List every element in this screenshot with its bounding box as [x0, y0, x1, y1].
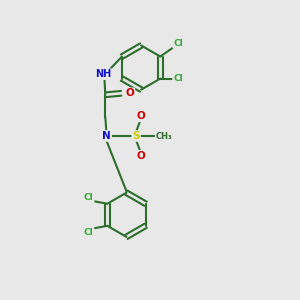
Text: Cl: Cl	[173, 74, 183, 83]
Text: O: O	[137, 111, 146, 121]
Text: Cl: Cl	[84, 193, 94, 202]
Text: O: O	[126, 88, 134, 98]
Text: S: S	[132, 131, 140, 141]
Text: O: O	[137, 151, 146, 161]
Text: NH: NH	[95, 69, 111, 79]
Text: Cl: Cl	[84, 228, 94, 237]
Text: Cl: Cl	[173, 39, 183, 48]
Text: CH₃: CH₃	[155, 131, 172, 140]
Text: N: N	[102, 131, 111, 141]
